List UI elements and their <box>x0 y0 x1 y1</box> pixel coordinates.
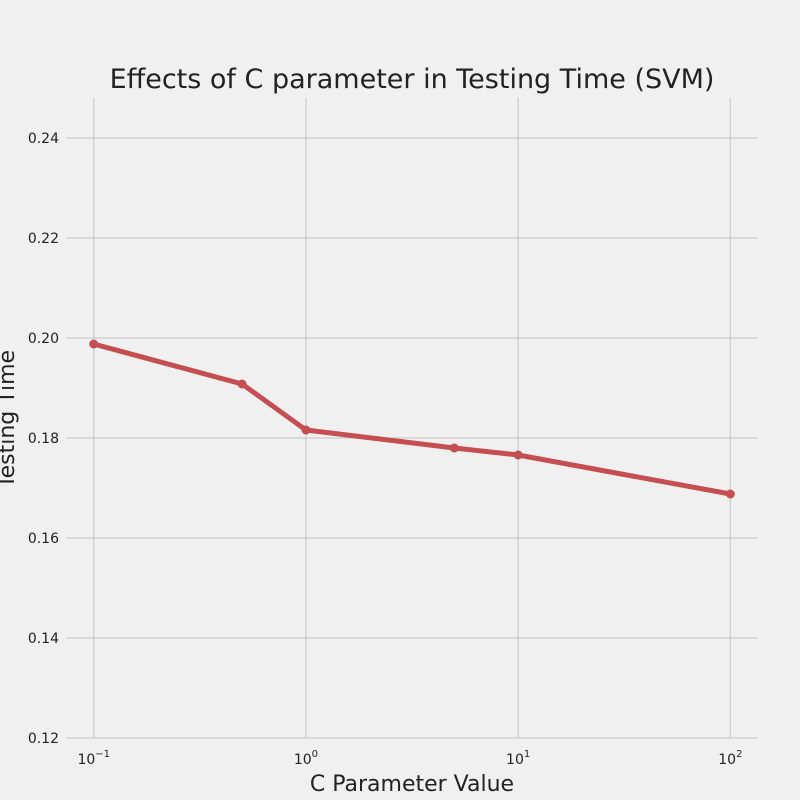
x-tick-base: 10 <box>77 752 95 768</box>
y-tick-label: 0.14 <box>28 631 59 647</box>
x-tick-exponent: 0 <box>312 749 318 760</box>
y-tick-label: 0.22 <box>28 231 59 247</box>
x-tick-label: 10−1 <box>77 749 110 768</box>
y-axis-label: Testing Time <box>0 350 20 489</box>
y-tick-label: 0.16 <box>28 531 59 547</box>
y-tick-label: 0.12 <box>28 731 59 747</box>
x-tick-exponent: 1 <box>524 749 530 760</box>
x-tick-label: 102 <box>718 749 742 768</box>
series-layer <box>89 339 735 499</box>
series-line <box>91 341 733 497</box>
data-point <box>513 450 523 460</box>
y-tick-label: 0.24 <box>28 131 59 147</box>
x-tick-label: 100 <box>294 749 318 768</box>
data-point <box>725 489 735 499</box>
x-tick-base: 10 <box>506 752 524 768</box>
x-tick-label: 101 <box>506 749 530 768</box>
data-point <box>449 443 459 453</box>
y-tick-label: 0.20 <box>28 331 59 347</box>
x-axis-label: C Parameter Value <box>310 772 514 797</box>
chart-title: Effects of C parameter in Testing Time (… <box>110 64 715 95</box>
grid <box>66 98 758 739</box>
data-point <box>301 425 311 435</box>
data-point <box>89 339 99 349</box>
x-tick-base: 10 <box>294 752 312 768</box>
data-point <box>237 379 247 389</box>
y-tick-label: 0.18 <box>28 431 59 447</box>
x-tick-base: 10 <box>718 752 736 768</box>
x-tick-exponent: 2 <box>736 749 742 760</box>
x-tick-exponent: −1 <box>95 749 110 760</box>
